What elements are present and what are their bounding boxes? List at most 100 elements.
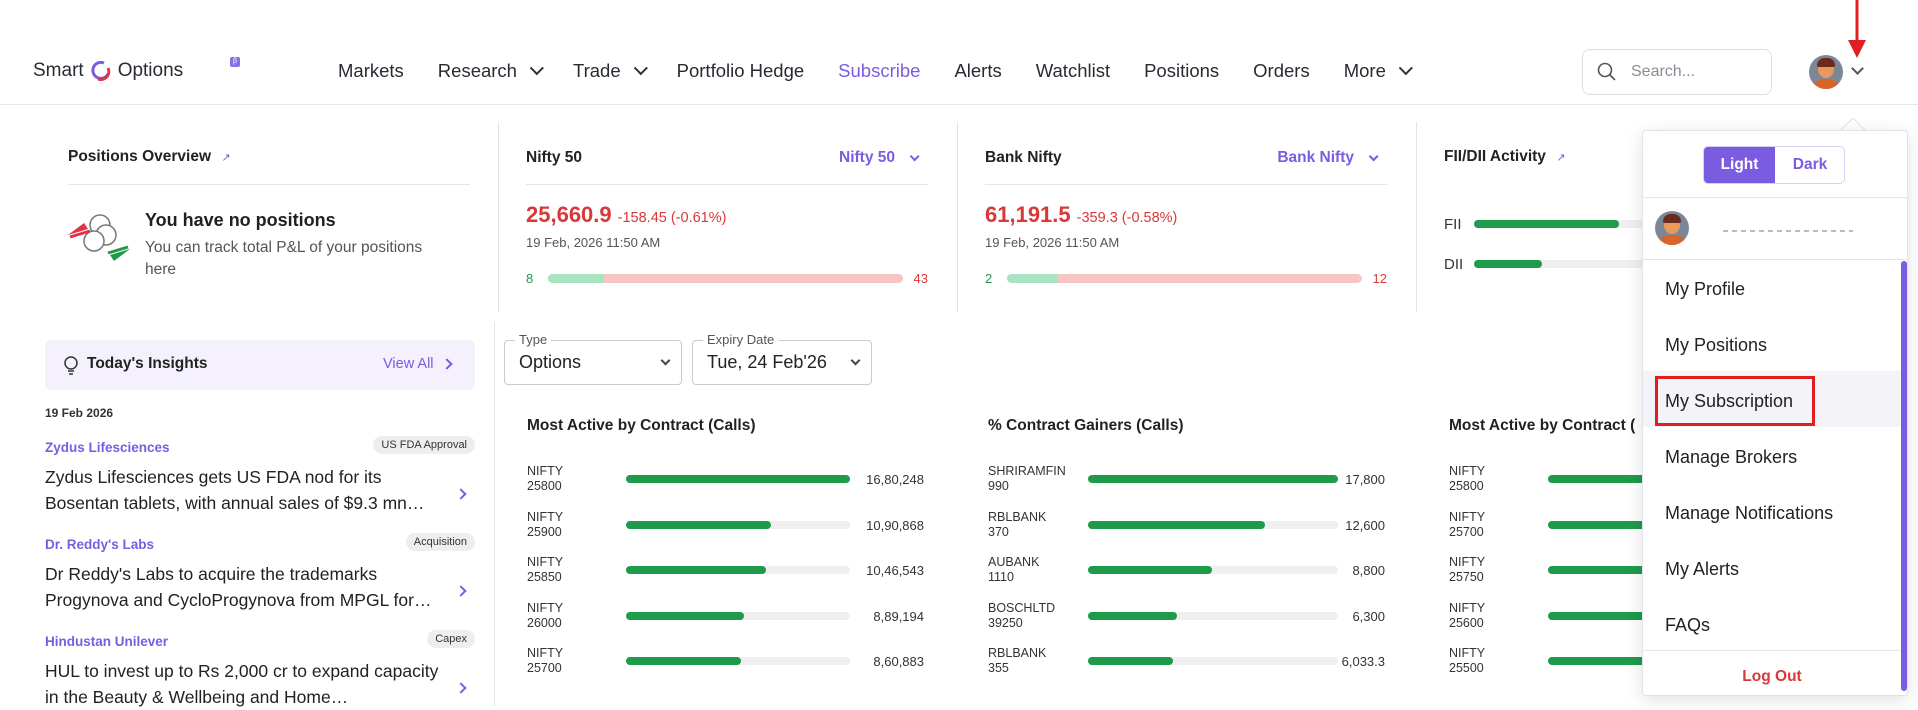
strike-price: 25800 <box>527 479 562 493</box>
table-title: Most Active by Contract (Calls) <box>527 417 756 434</box>
table-row-symbol[interactable]: NIFTY 26000 <box>527 601 563 631</box>
insight-company[interactable]: Zydus Lifesciences <box>45 440 170 455</box>
menu-user-row[interactable] <box>1655 211 1689 245</box>
annotation-highlight-box <box>1655 376 1815 426</box>
type-select[interactable]: Type Options <box>504 332 682 385</box>
insights-header: Today's Insights View All <box>45 340 475 390</box>
table-row-symbol[interactable]: NIFTY 25700 <box>527 646 563 676</box>
nav-item-trade[interactable]: Trade <box>573 60 648 82</box>
strike-price: 25900 <box>527 524 562 539</box>
table-bar-fill <box>1088 657 1173 665</box>
index-selector[interactable]: Nifty 50 <box>839 149 920 167</box>
fii-row-label: FII <box>1444 216 1462 233</box>
table-row-symbol[interactable]: NIFTY 25500 <box>1449 646 1485 676</box>
nav-item-research[interactable]: Research <box>437 60 544 82</box>
insight-text[interactable]: Dr Reddy's Labs to acquire the trademark… <box>45 564 432 610</box>
symbol-name: NIFTY <box>1449 646 1486 660</box>
table-row-symbol[interactable]: RBLBANK 370 <box>988 510 1046 540</box>
chevron-down-icon[interactable] <box>1851 62 1864 75</box>
menu-item-my-alerts[interactable]: My Alerts <box>1665 559 1740 579</box>
nav-item-subscribe[interactable]: Subscribe <box>838 60 920 82</box>
positions-title[interactable]: Positions Overview <box>68 148 211 165</box>
expiry-select[interactable]: Expiry Date Tue, 24 Feb'26 <box>692 332 872 385</box>
table-row-symbol[interactable]: RBLBANK 355 <box>988 646 1046 676</box>
menu-item-my-subscription[interactable]: My Subscription <box>1665 391 1794 411</box>
symbol-name: NIFTY <box>1449 555 1486 569</box>
index-quote: 61,191.5 -359.3 (-0.58%) <box>985 202 1177 228</box>
insight-company[interactable]: Hindustan Unilever <box>45 634 169 649</box>
strike-price: 990 <box>988 479 1009 493</box>
chevron-down-icon <box>529 61 544 76</box>
nav-item-more[interactable]: More <box>1344 60 1413 82</box>
table-bar-fill <box>1088 566 1212 574</box>
fii-bar <box>1474 220 1644 228</box>
dropdown-scrollbar[interactable] <box>1901 261 1907 691</box>
logout-button[interactable]: Log Out <box>1742 668 1802 685</box>
menu-item-my-positions[interactable]: My Positions <box>1665 335 1768 355</box>
chevron-right-icon[interactable] <box>455 488 467 500</box>
index-value: 61,191.5 <box>985 202 1071 227</box>
highlight-row-bg <box>1643 371 1901 427</box>
fii-dii-title[interactable]: FII/DII Activity <box>1444 148 1546 165</box>
table-row-symbol[interactable]: BOSCHLTD 39250 <box>988 601 1055 631</box>
nav-item-portfolio-hedge[interactable]: Portfolio Hedge <box>677 60 805 82</box>
insight-text[interactable]: HUL to invest up to Rs 2,000 cr to expan… <box>45 661 439 707</box>
table-row-symbol[interactable]: NIFTY 25750 <box>1449 555 1485 585</box>
divider <box>494 322 495 706</box>
view-all-link[interactable]: View All <box>383 356 434 372</box>
table-row-symbol[interactable]: NIFTY 25700 <box>1449 510 1485 540</box>
nav-item-markets[interactable]: Markets <box>338 60 404 82</box>
chevron-right-icon[interactable] <box>441 358 453 370</box>
nav-item-orders[interactable]: Orders <box>1253 60 1310 82</box>
index-selector[interactable]: Bank Nifty <box>1277 149 1379 167</box>
divider <box>1643 259 1907 260</box>
nav-label: Research <box>437 60 517 81</box>
symbol-name: NIFTY <box>1449 509 1486 524</box>
index-title: Nifty 50 <box>526 149 582 166</box>
table-row-symbol[interactable]: NIFTY 25800 <box>1449 464 1485 494</box>
theme-light-button[interactable]: Light <box>1704 147 1775 183</box>
external-link-icon[interactable]: ↗ <box>221 152 231 164</box>
insight-tag-badge: US FDA Approval <box>373 436 475 454</box>
brand-logo[interactable]: Smart Options β <box>33 57 240 82</box>
table-row-symbol[interactable]: AUBANK 1110 <box>988 555 1039 585</box>
strike-price: 1110 <box>988 570 1014 584</box>
nav-item-positions[interactable]: Positions <box>1144 60 1219 82</box>
table-bar <box>626 566 850 574</box>
nav-item-alerts[interactable]: Alerts <box>954 60 1001 82</box>
symbol-name: BOSCHLTD <box>988 600 1056 615</box>
divider <box>957 122 958 312</box>
chevron-right-icon[interactable] <box>455 682 467 694</box>
table-bar <box>1088 566 1338 574</box>
table-row-symbol[interactable]: NIFTY 25900 <box>527 510 563 540</box>
strike-price: 25850 <box>527 570 562 584</box>
fii-bar-fill <box>1474 260 1542 268</box>
search-box[interactable]: Search... <box>1582 49 1772 95</box>
insight-company[interactable]: Dr. Reddy's Labs <box>45 537 154 552</box>
table-row-symbol[interactable]: NIFTY 25800 <box>527 464 563 494</box>
theme-toggle: Light Dark <box>1703 146 1845 184</box>
external-link-icon[interactable]: ↗ <box>1556 152 1566 164</box>
menu-item-my-profile[interactable]: My Profile <box>1665 279 1746 299</box>
chevron-right-icon[interactable] <box>455 585 467 597</box>
type-label: Type <box>515 332 552 347</box>
table-row-symbol[interactable]: NIFTY 25850 <box>527 555 563 585</box>
user-avatar-button[interactable] <box>1809 55 1843 89</box>
logo-text-options: Options <box>117 60 184 81</box>
nav-item-watchlist[interactable]: Watchlist <box>1036 60 1110 82</box>
menu-item-manage-brokers[interactable]: Manage Brokers <box>1665 447 1798 467</box>
table-bar-fill <box>1548 611 1683 620</box>
table-row-symbol[interactable]: NIFTY 25600 <box>1449 601 1485 631</box>
table-bar <box>626 657 850 665</box>
advances-count: 2 <box>985 271 993 286</box>
menu-item-manage-notifications[interactable]: Manage Notifications <box>1665 503 1834 523</box>
insight-text[interactable]: Zydus Lifesciences gets US FDA nod for i… <box>45 467 425 513</box>
index-selector-label: Nifty 50 <box>839 149 895 166</box>
table-row-symbol[interactable]: SHRIRAMFIN 990 <box>988 464 1066 494</box>
divider <box>1643 650 1901 651</box>
table-bar <box>1088 475 1338 483</box>
logo-text-smart: Smart <box>33 60 84 81</box>
menu-item-faqs[interactable]: FAQs <box>1665 615 1711 635</box>
theme-dark-button[interactable]: Dark <box>1792 156 1828 173</box>
search-input[interactable]: Search... <box>1631 63 1696 80</box>
